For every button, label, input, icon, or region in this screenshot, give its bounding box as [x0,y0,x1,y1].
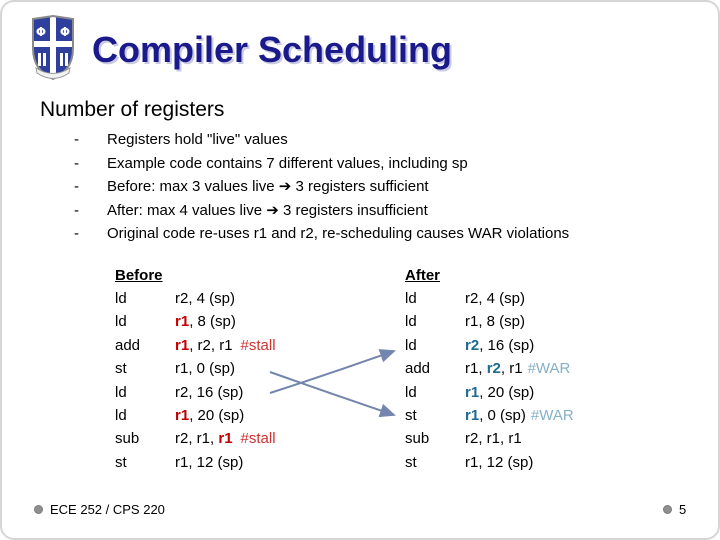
code-operands: r1, 12 (sp) [175,453,244,471]
svg-text:Φ: Φ [60,25,70,39]
code-mnemonic: add [405,360,431,378]
slide-title: Compiler Scheduling [92,29,453,70]
code-row: add r1, r2, r1 #stall [115,334,276,357]
bullet-dash: - [74,201,79,219]
code-rows-before: ld r2, 4 (sp) ld r1, 8 (sp) add r1, r2, r1 #st… [115,287,276,474]
arrow-ld-moved-up [269,349,396,394]
bullet-text: Example code contains 7 different values… [107,154,468,172]
code-row: ld r2, 16 (sp) [115,381,276,404]
code-operands: r1, r2, r1 #WAR [465,360,571,378]
code-mnemonic: ld [405,336,417,354]
duke-crest-icon: Φ Φ [32,15,74,81]
code-mnemonic: sub [115,430,140,448]
svg-text:Φ: Φ [36,25,46,39]
footer: ECE 252 / CPS 220 5 [2,502,718,524]
code-row: st r1, 0 (sp) [115,357,276,380]
bullet-item: - After: max 4 values live ➔ 3 registers … [74,199,674,223]
code-heading-after: After [405,267,441,284]
code-mnemonic: add [115,336,141,354]
code-row: ld r1, 20 (sp) [405,381,574,404]
code-row: ld r1, 8 (sp) [115,310,276,333]
code-row: ld r2, 4 (sp) [115,287,276,310]
code-mnemonic: ld [115,313,127,331]
bullet-dash: - [74,131,79,148]
code-column-before: Before ld r2, 4 (sp) ld r1, 8 (sp) add r1, r2… [115,265,276,474]
code-mnemonic: ld [405,313,417,331]
code-mnemonic: ld [405,290,417,307]
code-operands: r1, 0 (sp) #WAR [465,407,574,425]
code-row: ld r1, 8 (sp) [405,310,574,333]
footer-bullet-icon [663,505,672,514]
code-mnemonic: st [405,453,417,471]
code-mnemonic: sub [405,430,430,448]
footer-bullet-icon [34,505,43,514]
bullet-dash: - [74,178,79,195]
code-row: ld r2, 16 (sp) [405,334,574,357]
bullet-text: After: max 4 values live ➔ 3 registers i… [107,201,428,219]
code-row: sub r2, r1, r1 #stall [115,427,276,450]
code-column-after: After ld r2, 4 (sp) ld r1, 8 (sp) ld r2, 16 (… [405,265,574,474]
code-operands: r2, 4 (sp) [465,290,526,307]
code-mnemonic: st [115,360,127,378]
page-number: 5 [679,502,687,517]
footer-course: ECE 252 / CPS 220 [34,502,165,517]
footer-page: 5 [663,502,686,517]
code-operands: r1, 20 (sp) [175,407,245,425]
code-row: add r1, r2, r1 #WAR [405,357,574,380]
bullet-list: - Registers hold "live" values - Example co… [74,128,674,246]
bullet-dash: - [74,225,79,242]
bullet-text: Before: max 3 values live ➔ 3 registers … [107,178,429,195]
code-operands: r1, 8 (sp) [465,313,526,331]
bullet-dash: - [74,154,79,172]
code-operands: r1, 8 (sp) [175,313,236,331]
bullet-text: Original code re-uses r1 and r2, re-sche… [107,225,570,242]
code-operands: r2, 16 (sp) [465,336,535,354]
code-operands: r2, 4 (sp) [175,290,236,307]
bullet-item: - Original code re-uses r1 and r2, re-sch… [74,222,674,246]
code-row: ld r1, 20 (sp) [115,404,276,427]
code-operands: r1, 20 (sp) [465,383,535,401]
code-mnemonic: st [115,453,127,471]
code-heading-before: Before [115,267,163,284]
code-row: sub r2, r1, r1 [405,427,574,450]
arrow-st-moved-down [269,371,396,418]
code-rows-after: ld r2, 4 (sp) ld r1, 8 (sp) ld r2, 16 (sp) add… [405,287,574,474]
code-mnemonic: ld [115,290,127,307]
code-operands: r1, 12 (sp) [465,453,534,471]
code-row: st r1, 0 (sp) #WAR [405,404,574,427]
code-row: ld r2, 4 (sp) [405,287,574,310]
code-operands: r1, 0 (sp) [175,360,236,378]
code-mnemonic: ld [115,383,127,401]
code-operands: r2, r1, r1 #stall [175,430,276,448]
code-operands: r2, r1, r1 [465,430,522,448]
code-mnemonic: st [405,407,417,425]
code-row: st r1, 12 (sp) [405,451,574,474]
bullet-text: Registers hold "live" values [107,131,288,148]
code-row: st r1, 12 (sp) [115,451,276,474]
bullet-item: - Example code contains 7 different value… [74,152,674,176]
bullet-item: - Before: max 3 values live ➔ 3 registers… [74,175,674,199]
footer-course-label: ECE 252 / CPS 220 [50,502,165,517]
code-mnemonic: ld [115,407,127,425]
code-operands: r2, 16 (sp) [175,383,244,401]
bullet-item: - Registers hold "live" values [74,128,674,152]
section-heading: Number of registers [40,98,225,121]
code-operands: r1, r2, r1 #stall [175,336,276,354]
code-mnemonic: ld [405,383,417,401]
